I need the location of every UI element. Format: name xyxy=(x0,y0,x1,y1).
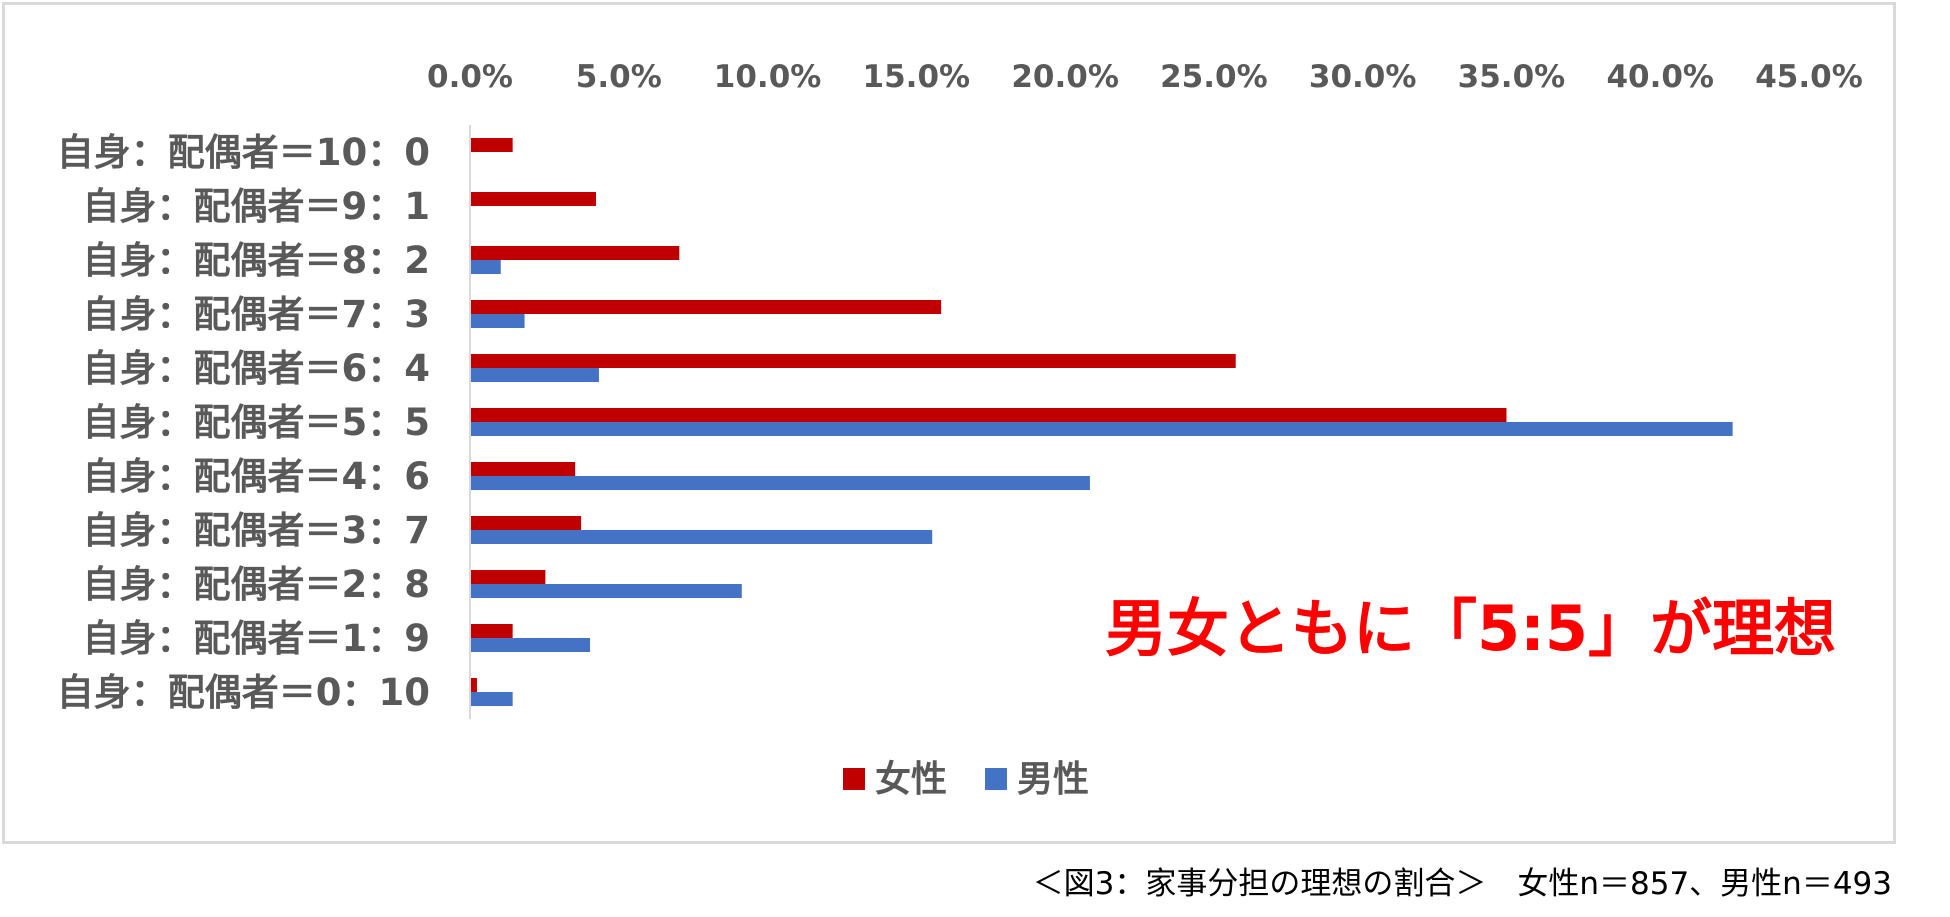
bar-chart: 0.0% 5.0% 10.0% 15.0% 20.0% 25.0% 30.0% 35.0% 40… xyxy=(57,59,1863,800)
bar-male xyxy=(471,692,513,706)
legend-swatch xyxy=(843,768,865,790)
bar-male xyxy=(471,476,1090,490)
bar-female xyxy=(471,246,680,260)
bar-female xyxy=(471,300,942,314)
bar-male xyxy=(471,584,742,598)
bar-male xyxy=(471,638,591,652)
bar-male xyxy=(471,530,933,544)
bar-female xyxy=(471,516,582,530)
x-tick-label: 5.0% xyxy=(576,59,662,95)
bar-male xyxy=(471,260,501,274)
bar-male xyxy=(471,368,599,382)
legend-swatch xyxy=(985,768,1007,790)
category-label: 自身：配偶者＝10：0 xyxy=(57,131,430,174)
bar-male xyxy=(471,314,525,328)
bar-female xyxy=(471,354,1236,368)
x-tick-label: 20.0% xyxy=(1011,59,1119,95)
category-label: 自身：配偶者＝5：5 xyxy=(83,401,431,444)
x-tick-label: 0.0% xyxy=(427,59,513,95)
bar-female xyxy=(471,624,513,638)
x-tick-label: 25.0% xyxy=(1160,59,1268,95)
callout-annotation: 男女ともに「5:5」が理想 xyxy=(1105,592,1836,665)
bar-female xyxy=(471,192,596,206)
category-label: 自身：配偶者＝2：8 xyxy=(83,563,431,606)
category-label: 自身：配偶者＝0：10 xyxy=(57,671,430,714)
bar-female xyxy=(471,462,576,476)
figure-caption: ＜図3：家事分担の理想の割合＞ 女性n＝857、男性n＝493 xyxy=(1032,866,1892,902)
category-label: 自身：配偶者＝3：7 xyxy=(83,509,431,552)
legend-label: 男性 xyxy=(1017,759,1089,800)
category-label: 自身：配偶者＝8：2 xyxy=(83,239,431,282)
chart-frame: 0.0% 5.0% 10.0% 15.0% 20.0% 25.0% 30.0% 35.0% 40… xyxy=(2,2,1896,844)
bar-female xyxy=(471,138,513,152)
x-tick-label: 35.0% xyxy=(1458,59,1566,95)
category-label: 自身：配偶者＝4：6 xyxy=(83,455,431,498)
x-tick-label: 10.0% xyxy=(714,59,822,95)
bar-male xyxy=(471,422,1733,436)
bar-female xyxy=(471,408,1507,422)
category-label: 自身：配偶者＝1：9 xyxy=(83,617,431,660)
x-tick-label: 40.0% xyxy=(1606,59,1714,95)
bar-female xyxy=(471,678,477,692)
category-label: 自身：配偶者＝9：1 xyxy=(83,185,431,228)
legend-label: 女性 xyxy=(875,759,947,800)
x-tick-label: 15.0% xyxy=(863,59,971,95)
x-tick-label: 30.0% xyxy=(1309,59,1417,95)
category-label: 自身：配偶者＝7：3 xyxy=(83,293,431,336)
bar-female xyxy=(471,570,546,584)
x-tick-label: 45.0% xyxy=(1755,59,1863,95)
category-label: 自身：配偶者＝6：4 xyxy=(83,347,431,390)
